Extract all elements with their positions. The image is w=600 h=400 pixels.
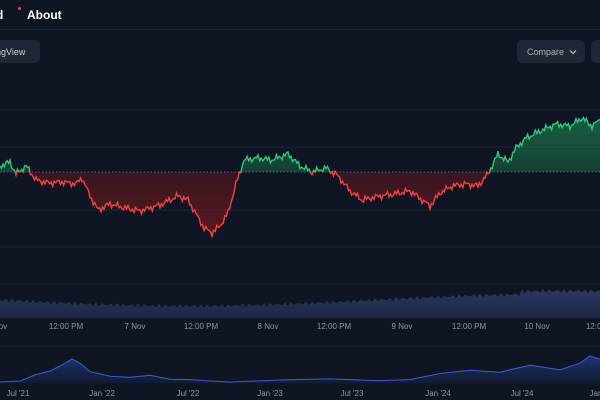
navigator-tick-label: Jan '23 <box>257 389 283 398</box>
x-axis: ov 12:00 PM 7 Nov 12:00 PM 8 Nov 12:00 PM 9 No… <box>0 322 600 331</box>
x-tick-label: 12:00 PM <box>49 322 84 331</box>
x-tick-label: 12:00 PM <box>452 322 487 331</box>
x-tick-label: 9 Nov <box>392 322 413 331</box>
navigator-axis: Jul '21 Jan '22 Jul '22 Jan '23 Jul '23 Jan '… <box>7 389 600 398</box>
navigator-tick-label: Jan '22 <box>89 389 115 398</box>
compare-label: Compare <box>527 46 565 57</box>
x-tick-label: 7 Nov <box>125 322 146 331</box>
navigator[interactable] <box>0 355 600 383</box>
about-link[interactable]: About <box>27 8 62 22</box>
brand-logo-text[interactable]: d <box>0 8 4 22</box>
volume-shape <box>0 289 600 318</box>
x-tick-label: 12:00 PM <box>317 322 352 331</box>
x-tick-label: ov <box>0 322 7 331</box>
chevron-down-icon <box>569 49 577 54</box>
navigator-tick-label: Jul '22 <box>177 389 200 398</box>
tradingview-button[interactable]: ngView <box>0 40 40 63</box>
navigator-tick-label: Jan '24 <box>425 389 451 398</box>
navigator-tick-label: Jul '23 <box>341 389 364 398</box>
x-tick-label: 8 Nov <box>258 322 279 331</box>
x-tick-label: 10 Nov <box>524 322 549 331</box>
navigator-tick-label: Jul '21 <box>7 389 30 398</box>
header-divider <box>0 29 600 30</box>
navigator-tick-label: Jul '24 <box>511 389 534 398</box>
extra-toolbar-button[interactable] <box>591 40 600 63</box>
top-navigation-bar: d About <box>0 0 600 30</box>
price-line <box>0 115 600 239</box>
brand-accent-dot <box>18 7 21 10</box>
tradingview-label: ngView <box>0 46 26 57</box>
navigator-tick-label: Jan <box>590 389 600 398</box>
price-area-fills <box>0 117 600 237</box>
x-tick-label: 12:00 <box>586 322 600 331</box>
volume-area <box>0 289 600 318</box>
x-tick-label: 12:00 PM <box>184 322 219 331</box>
compare-dropdown[interactable]: Compare <box>517 40 585 63</box>
